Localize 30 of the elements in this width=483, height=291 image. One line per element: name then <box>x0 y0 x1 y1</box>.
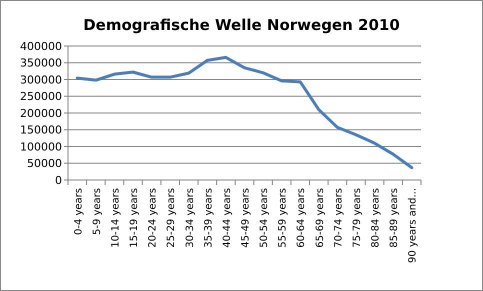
x-tick-label: 90 years and... <box>408 188 419 263</box>
x-tick-label: 25-29 years <box>166 188 178 248</box>
chart-title: Demografische Welle Norwegen 2010 <box>83 16 400 34</box>
x-tick-label: 75-79 years <box>352 188 363 248</box>
y-tick-label: 350000 <box>20 56 62 70</box>
x-tick-label: 65-69 years <box>314 188 326 248</box>
x-tick-label: 20-24 years <box>148 188 159 248</box>
x-tick-label: 35-39 years <box>203 188 214 248</box>
x-tick-label: 5-9 years <box>92 188 103 236</box>
y-tick-label: 100000 <box>20 140 62 154</box>
y-tick-label: 200000 <box>20 106 62 120</box>
x-tick-label: 60-64 years <box>296 188 308 248</box>
x-tick-label: 40-44 years <box>222 188 233 248</box>
y-tick-label: 250000 <box>20 90 62 104</box>
x-tick-label: 55-59 years <box>278 188 289 248</box>
x-tick-label: 15-19 years <box>129 188 140 248</box>
line-series <box>76 56 414 170</box>
x-tick-label: 0-4 years <box>73 188 84 236</box>
x-tick-label: 45-49 years <box>240 188 252 248</box>
x-tick-label: 70-74 years <box>333 188 344 248</box>
y-tick-label: 300000 <box>20 73 62 86</box>
x-tick-label: 80-84 years <box>370 188 382 248</box>
x-tick-label: 50-54 years <box>259 188 270 248</box>
x-tick-label: 30-34 years <box>184 188 196 248</box>
y-tick-label: 150000 <box>20 124 62 137</box>
y-tick-label: 50000 <box>27 157 62 170</box>
y-tick-label: 400000 <box>20 40 62 53</box>
x-tick-label: 10-14 years <box>110 188 122 248</box>
y-tick-label: 0 <box>55 174 62 187</box>
x-tick-label: 85-89 years <box>389 188 400 248</box>
